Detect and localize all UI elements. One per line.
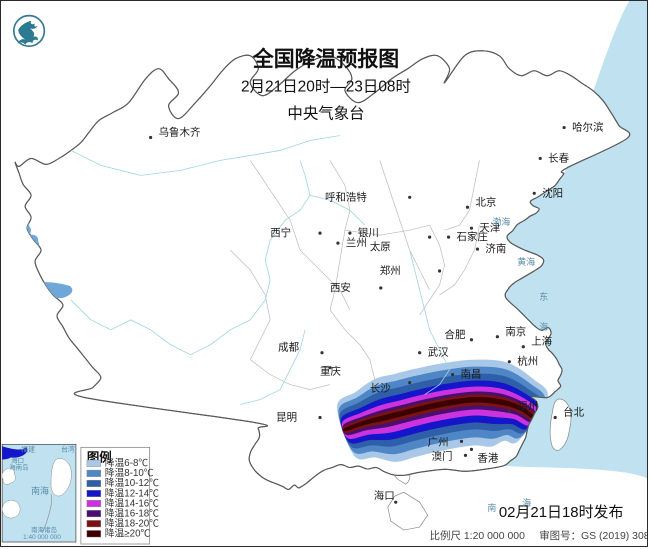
svg-text:广州: 广州 bbox=[428, 436, 449, 448]
svg-text:降温12-14℃: 降温12-14℃ bbox=[105, 486, 159, 499]
svg-text:澳门: 澳门 bbox=[432, 449, 453, 462]
svg-text:降温6-8℃: 降温6-8℃ bbox=[105, 456, 149, 469]
svg-text:降温18-20℃: 降温18-20℃ bbox=[105, 516, 159, 529]
svg-text:降温8-10℃: 降温8-10℃ bbox=[105, 466, 154, 479]
svg-text:杭州: 杭州 bbox=[517, 355, 538, 368]
svg-text:南海: 南海 bbox=[31, 485, 49, 496]
svg-text:呼和浩特: 呼和浩特 bbox=[325, 191, 367, 203]
svg-text:全国降温预报图: 全国降温预报图 bbox=[252, 47, 399, 71]
svg-text:长春: 长春 bbox=[548, 152, 569, 164]
svg-text:上海: 上海 bbox=[531, 335, 552, 348]
svg-text:海: 海 bbox=[539, 321, 548, 332]
svg-text:2月21日20时—23日08时: 2月21日20时—23日08时 bbox=[241, 78, 411, 96]
svg-text:香港: 香港 bbox=[477, 452, 498, 464]
svg-text:降温≥20℃: 降温≥20℃ bbox=[105, 527, 151, 540]
svg-text:石家庄: 石家庄 bbox=[457, 230, 488, 243]
svg-text:太原: 太原 bbox=[370, 240, 391, 253]
svg-text:福州: 福州 bbox=[517, 400, 538, 413]
svg-text:兰州: 兰州 bbox=[346, 236, 367, 249]
svg-text:海口: 海口 bbox=[374, 489, 395, 502]
svg-text:东: 东 bbox=[539, 291, 548, 302]
svg-text:沈阳: 沈阳 bbox=[542, 186, 563, 199]
svg-text:济南: 济南 bbox=[485, 242, 506, 255]
svg-text:西宁: 西宁 bbox=[270, 226, 291, 239]
svg-text:合肥: 合肥 bbox=[445, 328, 466, 341]
svg-text:郑州: 郑州 bbox=[380, 264, 401, 277]
svg-text:南海诸岛: 南海诸岛 bbox=[31, 525, 57, 534]
svg-text:海南岛: 海南岛 bbox=[9, 462, 28, 471]
svg-text:北京: 北京 bbox=[475, 195, 496, 208]
svg-text:黄海: 黄海 bbox=[517, 256, 535, 267]
svg-text:海: 海 bbox=[522, 497, 531, 508]
svg-text:比例尺 1:20 000 000: 比例尺 1:20 000 000 bbox=[430, 529, 525, 542]
svg-text:南京: 南京 bbox=[505, 325, 526, 338]
svg-text:昆明: 昆明 bbox=[276, 411, 297, 423]
svg-text:成都: 成都 bbox=[278, 342, 299, 354]
svg-text:中央气象台: 中央气象台 bbox=[287, 105, 364, 123]
svg-text:降温14-16℃: 降温14-16℃ bbox=[105, 496, 159, 509]
svg-text:哈尔滨: 哈尔滨 bbox=[572, 121, 604, 134]
svg-text:降温16-18℃: 降温16-18℃ bbox=[105, 506, 159, 519]
svg-text:审图号：GS (2019) 3082号: 审图号：GS (2019) 3082号 bbox=[539, 529, 648, 542]
svg-text:台北: 台北 bbox=[563, 405, 584, 418]
svg-text:渤海: 渤海 bbox=[492, 216, 510, 227]
svg-text:乌鲁木齐: 乌鲁木齐 bbox=[159, 126, 201, 139]
svg-text:福建: 福建 bbox=[21, 444, 35, 453]
svg-text:1:40 000 000: 1:40 000 000 bbox=[23, 534, 61, 541]
svg-text:南昌: 南昌 bbox=[461, 368, 482, 381]
svg-text:02月21日18时发布: 02月21日18时发布 bbox=[499, 504, 624, 521]
svg-text:西安: 西安 bbox=[330, 281, 351, 294]
svg-text:重庆: 重庆 bbox=[320, 365, 341, 378]
svg-text:降温10-12℃: 降温10-12℃ bbox=[105, 476, 159, 489]
svg-text:武汉: 武汉 bbox=[428, 346, 449, 359]
svg-text:长沙: 长沙 bbox=[370, 383, 391, 395]
svg-text:南: 南 bbox=[487, 502, 496, 513]
svg-text:海口: 海口 bbox=[11, 455, 24, 464]
